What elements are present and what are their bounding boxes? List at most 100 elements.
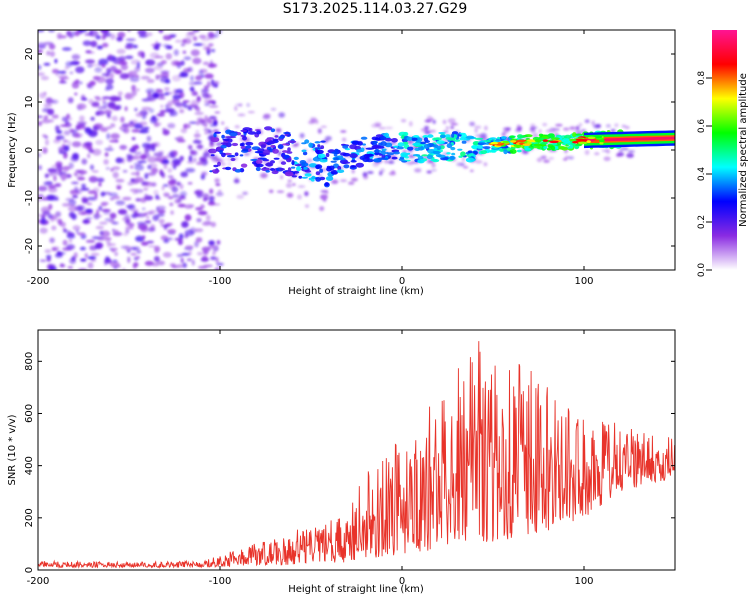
spectrogram-blob xyxy=(69,257,77,265)
spectrogram-blob xyxy=(109,95,119,102)
spectrogram-blob xyxy=(118,55,127,62)
spectrogram-ridge-blob xyxy=(343,164,350,169)
spectrogram-ridge-blob xyxy=(380,141,387,147)
spectrogram-blob xyxy=(42,134,47,138)
spectrogram-blob xyxy=(90,40,98,48)
spectrogram-blob xyxy=(155,197,161,200)
spectrogram-blob xyxy=(55,125,60,132)
spectrogram-ridge-blob xyxy=(599,141,604,145)
spectrogram-blob xyxy=(268,189,274,194)
spectrogram-blob xyxy=(185,245,194,249)
spectrogram-blob xyxy=(94,96,100,99)
spectrogram-blob xyxy=(304,204,310,208)
spectrogram-blob xyxy=(190,151,197,155)
spectrogram-ridge-blob xyxy=(270,128,276,133)
spectrogram-ridge-blob xyxy=(210,154,215,157)
spectrogram-blob xyxy=(160,70,170,74)
spectrogram-ridge-blob xyxy=(459,137,467,141)
y-tick-label: -10 xyxy=(24,190,35,206)
colorbar-tick-label: 0.6 xyxy=(697,119,707,134)
spectrogram-ridge-blob xyxy=(208,148,218,154)
spectrogram-ridge-blob xyxy=(304,173,312,177)
spectrogram-blob xyxy=(503,127,509,131)
spectrogram-blob xyxy=(67,266,74,269)
spectrogram-blob xyxy=(184,204,194,209)
spectrogram-blob xyxy=(109,72,115,80)
spectrogram-blob xyxy=(431,169,437,172)
spectrogram-blob xyxy=(105,78,114,85)
spectrogram-blob xyxy=(133,162,142,167)
spectrogram-blob xyxy=(99,221,108,225)
y-tick-label: -20 xyxy=(24,238,35,254)
spectrogram-blob xyxy=(200,90,209,96)
spectrogram-blob xyxy=(208,240,216,246)
spectrogram-blob xyxy=(195,237,203,243)
spectrogram-blob xyxy=(203,128,210,131)
spectrogram-blob xyxy=(154,43,160,51)
spectrogram-blob xyxy=(158,97,166,100)
spectrogram-blob xyxy=(72,152,79,160)
spectrogram-blob xyxy=(38,165,43,171)
spectrogram-blob xyxy=(107,53,113,61)
spectrogram-blob xyxy=(159,76,170,83)
spectrogram-blob xyxy=(102,42,109,48)
spectrogram-blob xyxy=(54,253,63,258)
spectrogram-blob xyxy=(463,166,469,169)
spectrogram-ridge-blob xyxy=(213,132,217,138)
spectrogram-ridge-blob xyxy=(304,170,312,173)
spectrogram-ridge-blob xyxy=(495,139,501,142)
spectrogram-ridge-blob xyxy=(383,132,390,138)
spectrogram-blob xyxy=(146,135,152,142)
spectrogram-blob xyxy=(38,153,42,158)
spectrogram-blob xyxy=(218,189,222,193)
spectrogram-blob xyxy=(109,212,117,219)
spectrogram-ridge-blob xyxy=(460,151,466,157)
spectrogram-blob xyxy=(169,202,174,207)
spectrogram-ridge-blob xyxy=(438,132,446,134)
spectrogram-ridge-blob xyxy=(308,142,313,148)
spectrogram-ridge-blob xyxy=(301,161,306,167)
spectrogram-ridge-blob xyxy=(359,155,366,160)
spectrogram-blob xyxy=(38,64,42,70)
spectrogram-ridge-blob xyxy=(451,133,455,138)
spectrogram-blob xyxy=(48,203,53,210)
spectrogram-ridge-blob xyxy=(273,157,280,160)
spectrogram-blob xyxy=(160,235,169,241)
spectrogram-blob xyxy=(131,155,141,160)
spectrogram-blob xyxy=(202,197,208,202)
spectrogram-blob xyxy=(578,123,583,127)
spectrogram-blob xyxy=(43,41,54,46)
spectrogram-blob xyxy=(351,168,355,174)
spectrogram-ridge-blob xyxy=(280,161,287,165)
spectrogram-ridge-blob xyxy=(396,146,404,150)
spectrogram-ridge-blob xyxy=(575,138,585,142)
spectrogram-blob xyxy=(203,85,209,90)
spectrogram-blob xyxy=(75,229,79,234)
y-tick-label: 0 xyxy=(24,567,35,573)
spectrogram-ridge-blob xyxy=(399,156,405,160)
spectrogram-ridge-blob xyxy=(337,165,342,171)
y-tick-label: 200 xyxy=(24,508,35,527)
spectrogram-blob xyxy=(84,141,93,147)
spectrogram-blob xyxy=(80,94,86,101)
spectrogram-blob xyxy=(278,112,286,118)
spectrogram-blob xyxy=(71,54,81,60)
spectrogram-blob xyxy=(158,93,165,98)
spectrogram-ridge-blob xyxy=(311,179,315,182)
spectrogram-blob xyxy=(167,123,176,129)
spectrogram-ridge-blob xyxy=(517,134,523,139)
spectrogram-blob xyxy=(40,217,46,224)
spectrogram-blob xyxy=(130,252,137,256)
spectrogram-blob xyxy=(426,170,432,174)
spectrogram-blob xyxy=(129,188,139,192)
spectrogram-ridge-blob xyxy=(411,137,418,141)
spectrogram-ridge-blob xyxy=(501,136,506,140)
colorbar-tick-label: 0.8 xyxy=(697,71,707,86)
snr-axes: -200 -100 0 100 0 200 400 600 800 xyxy=(24,330,675,587)
spectrogram-blob xyxy=(292,144,297,147)
spectrogram-blob xyxy=(140,75,151,80)
spectrogram-blob xyxy=(111,221,119,225)
spectrogram-blob xyxy=(115,70,121,75)
